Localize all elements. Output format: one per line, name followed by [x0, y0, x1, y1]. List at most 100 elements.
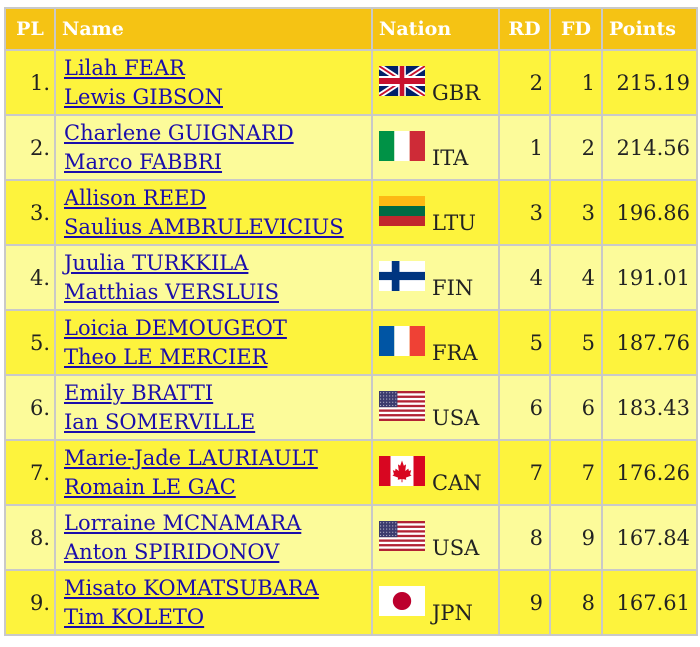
- table-row: 5. Loicia DEMOUGEOT Theo LE MERCIER FRA …: [4, 309, 698, 376]
- nation-cell: GBR: [371, 49, 500, 116]
- rd-rank: 3: [498, 179, 551, 246]
- total-points: 214.56: [601, 114, 698, 181]
- uk-flag-icon: [379, 66, 425, 96]
- france-flag-icon: [379, 326, 425, 356]
- table-row: 9. Misato KOMATSUBARA Tim KOLETO JPN 9 8…: [4, 569, 698, 636]
- skater-link-2[interactable]: Matthias VERSLUIS: [64, 280, 279, 304]
- table-row: 4. Juulia TURKKILA Matthias VERSLUIS FIN…: [4, 244, 698, 311]
- nation-cell: LTU: [371, 179, 500, 246]
- total-points: 183.43: [601, 374, 698, 441]
- fd-rank: 6: [549, 374, 603, 441]
- placement: 6.: [4, 374, 56, 441]
- skater-names: Loicia DEMOUGEOT Theo LE MERCIER: [54, 309, 373, 376]
- nation-cell: FRA: [371, 309, 500, 376]
- skater-link-1[interactable]: Lilah FEAR: [64, 56, 185, 80]
- canada-flag-icon: [379, 456, 425, 486]
- table-row: 6. Emily BRATTI Ian SOMERVILLE USA 6 6 1…: [4, 374, 698, 441]
- placement: 8.: [4, 504, 56, 571]
- skater-link-2[interactable]: Ian SOMERVILLE: [64, 410, 256, 434]
- skater-names: Allison REED Saulius AMBRULEVICIUS: [54, 179, 373, 246]
- finland-flag-icon: [379, 261, 425, 291]
- skater-link-1[interactable]: Juulia TURKKILA: [64, 251, 249, 275]
- fd-rank: 4: [549, 244, 603, 311]
- table-row: 3. Allison REED Saulius AMBRULEVICIUS LT…: [4, 179, 698, 246]
- skater-link-2[interactable]: Lewis GIBSON: [64, 85, 223, 109]
- nation-code: FIN: [432, 276, 474, 300]
- total-points: 191.01: [601, 244, 698, 311]
- header-fd: FD: [549, 7, 603, 51]
- skater-link-1[interactable]: Allison REED: [64, 186, 207, 210]
- placement: 1.: [4, 49, 56, 116]
- skater-link-2[interactable]: Saulius AMBRULEVICIUS: [64, 215, 344, 239]
- rd-rank: 2: [498, 49, 551, 116]
- skater-link-1[interactable]: Marie-Jade LAURIAULT: [64, 446, 318, 470]
- italy-flag-icon: [379, 131, 425, 161]
- rd-rank: 9: [498, 569, 551, 636]
- table-row: 1. Lilah FEAR Lewis GIBSON GBR 2 1 215.1…: [4, 49, 698, 116]
- rd-rank: 6: [498, 374, 551, 441]
- nation-code: ITA: [432, 146, 469, 170]
- total-points: 215.19: [601, 49, 698, 116]
- total-points: 187.76: [601, 309, 698, 376]
- placement: 3.: [4, 179, 56, 246]
- skater-link-1[interactable]: Lorraine MCNAMARA: [64, 511, 302, 535]
- skater-link-1[interactable]: Charlene GUIGNARD: [64, 121, 294, 145]
- header-pl: PL: [4, 7, 56, 51]
- skater-link-1[interactable]: Misato KOMATSUBARA: [64, 576, 319, 600]
- fd-rank: 1: [549, 49, 603, 116]
- placement: 2.: [4, 114, 56, 181]
- usa-flag-icon: [379, 391, 425, 421]
- table-row: 7. Marie-Jade LAURIAULT Romain LE GAC CA…: [4, 439, 698, 506]
- skater-link-2[interactable]: Marco FABBRI: [64, 150, 223, 174]
- nation-cell: USA: [371, 504, 500, 571]
- skater-link-2[interactable]: Anton SPIRIDONOV: [64, 540, 280, 564]
- results-table: PL Name Nation RD FD Points 1. Lilah FEA…: [4, 7, 698, 636]
- fd-rank: 7: [549, 439, 603, 506]
- skater-names: Juulia TURKKILA Matthias VERSLUIS: [54, 244, 373, 311]
- total-points: 196.86: [601, 179, 698, 246]
- rd-rank: 8: [498, 504, 551, 571]
- fd-rank: 3: [549, 179, 603, 246]
- rd-rank: 1: [498, 114, 551, 181]
- fd-rank: 8: [549, 569, 603, 636]
- placement: 7.: [4, 439, 56, 506]
- placement: 9.: [4, 569, 56, 636]
- japan-flag-icon: [379, 586, 425, 616]
- nation-cell: FIN: [371, 244, 500, 311]
- skater-link-1[interactable]: Emily BRATTI: [64, 381, 214, 405]
- fd-rank: 5: [549, 309, 603, 376]
- rd-rank: 4: [498, 244, 551, 311]
- header-name: Name: [54, 7, 373, 51]
- total-points: 167.84: [601, 504, 698, 571]
- fd-rank: 2: [549, 114, 603, 181]
- nation-code: GBR: [432, 81, 481, 105]
- skater-names: Emily BRATTI Ian SOMERVILLE: [54, 374, 373, 441]
- nation-code: FRA: [432, 341, 478, 365]
- table-row: 8. Lorraine MCNAMARA Anton SPIRIDONOV US…: [4, 504, 698, 571]
- nation-code: JPN: [432, 601, 473, 625]
- skater-names: Misato KOMATSUBARA Tim KOLETO: [54, 569, 373, 636]
- rd-rank: 5: [498, 309, 551, 376]
- skater-names: Marie-Jade LAURIAULT Romain LE GAC: [54, 439, 373, 506]
- nation-code: CAN: [432, 471, 482, 495]
- nation-code: USA: [432, 536, 480, 560]
- placement: 5.: [4, 309, 56, 376]
- skater-link-2[interactable]: Romain LE GAC: [64, 475, 236, 499]
- lithuania-flag-icon: [379, 196, 425, 226]
- skater-names: Charlene GUIGNARD Marco FABBRI: [54, 114, 373, 181]
- skater-names: Lilah FEAR Lewis GIBSON: [54, 49, 373, 116]
- nation-code: LTU: [432, 211, 476, 235]
- results-table-container: PL Name Nation RD FD Points 1. Lilah FEA…: [4, 7, 698, 636]
- skater-link-1[interactable]: Loicia DEMOUGEOT: [64, 316, 287, 340]
- placement: 4.: [4, 244, 56, 311]
- nation-cell: JPN: [371, 569, 500, 636]
- skater-link-2[interactable]: Theo LE MERCIER: [64, 345, 268, 369]
- total-points: 176.26: [601, 439, 698, 506]
- skater-link-2[interactable]: Tim KOLETO: [64, 605, 205, 629]
- header-row: PL Name Nation RD FD Points: [4, 7, 698, 51]
- usa-flag-icon: [379, 521, 425, 551]
- table-row: 2. Charlene GUIGNARD Marco FABBRI ITA 1 …: [4, 114, 698, 181]
- skater-names: Lorraine MCNAMARA Anton SPIRIDONOV: [54, 504, 373, 571]
- total-points: 167.61: [601, 569, 698, 636]
- header-nation: Nation: [371, 7, 500, 51]
